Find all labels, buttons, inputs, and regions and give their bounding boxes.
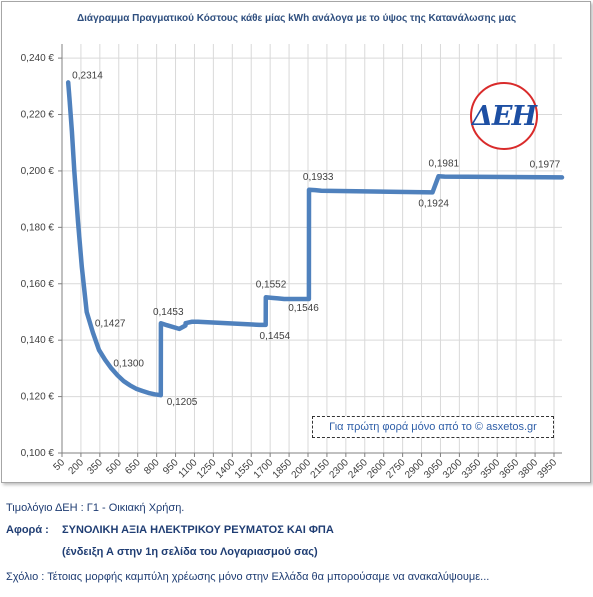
data-label: 0,1454: [260, 331, 291, 342]
x-tick-label: 1700: [252, 457, 276, 481]
data-label: 0,1546: [288, 303, 319, 314]
x-tick-label: 800: [142, 457, 162, 477]
x-tick-label: 2900: [403, 457, 427, 481]
x-tick-label: 350: [85, 457, 105, 477]
data-label: 0,1300: [113, 358, 144, 369]
data-label: 0,1453: [153, 307, 184, 318]
x-tick-label: 1100: [177, 457, 200, 480]
regarding-value: ΣΥΝΟΛΙΚΗ ΑΞΙΑ ΗΛΕΚΤΡΙΚΟΥ ΡΕΥΜΑΤΟΣ ΚΑΙ ΦΠ…: [62, 524, 334, 536]
note-caption: (ένδειξη Α στην 1η σελίδα του Λογαριασμο…: [62, 546, 318, 558]
x-tick-label: 3950: [536, 457, 560, 481]
x-tick-label: 1250: [195, 457, 219, 481]
y-tick-label: 0,100 €: [21, 448, 55, 459]
x-tick-label: 650: [123, 457, 143, 477]
x-tick-label: 3050: [422, 457, 446, 481]
x-tick-label: 3350: [460, 457, 484, 481]
y-tick-label: 0,140 €: [21, 335, 55, 346]
y-tick-label: 0,160 €: [21, 279, 55, 290]
y-tick-label: 0,120 €: [21, 392, 55, 403]
data-label: 0,1427: [95, 319, 126, 330]
logo-text: ΔΕΗ: [471, 100, 537, 132]
data-label: 0,1981: [429, 158, 460, 169]
regarding-caption: Αφορά : ΣΥΝΟΛΙΚΗ ΑΞΙΑ ΗΛΕΚΤΡΙΚΟΥ ΡΕΥΜΑΤΟ…: [6, 524, 334, 536]
x-tick-label: 3200: [441, 457, 465, 481]
x-tick-label: 2450: [346, 457, 370, 481]
x-tick-label: 1400: [214, 457, 238, 481]
chart-title: Διάγραμμα Πραγματικού Κόστους κάθε μίας …: [76, 13, 517, 24]
regarding-label: Αφορά :: [6, 524, 49, 536]
credit-box: Για πρώτη φορά μόνο από το © asxetos.gr: [312, 416, 554, 438]
dei-logo: ΔΕΗ: [470, 82, 538, 150]
x-tick-label: 2750: [384, 457, 408, 481]
x-tick-label: 200: [66, 457, 86, 477]
x-tick-label: 2150: [309, 457, 333, 481]
data-label: 0,1552: [256, 279, 287, 290]
x-tick-label: 2300: [327, 457, 351, 481]
x-tick-label: 50: [51, 457, 67, 473]
x-tick-label: 2600: [365, 457, 389, 481]
comment-caption: Σχόλιο : Τέτοιας μορφής καμπύλη χρέωσης …: [6, 571, 490, 583]
x-tick-label: 500: [104, 457, 124, 477]
chart-frame: [1, 1, 591, 483]
data-label: 0,1205: [167, 397, 198, 408]
y-tick-label: 0,220 €: [21, 110, 55, 121]
data-label: 0,1933: [303, 172, 334, 183]
series-line: [65, 80, 565, 398]
data-label: 0,1977: [530, 159, 561, 170]
x-tick-label: 1550: [233, 457, 257, 481]
tariff-caption: Τιμολόγιο ΔΕΗ : Γ1 - Οικιακή Χρήση.: [6, 502, 185, 514]
y-tick-label: 0,240 €: [21, 53, 55, 64]
data-label: 0,1924: [418, 198, 449, 209]
y-tick-label: 0,200 €: [21, 166, 55, 177]
x-tick-label: 2000: [290, 457, 314, 481]
y-tick-label: 0,180 €: [21, 222, 55, 233]
x-tick-label: 1850: [271, 457, 295, 481]
x-tick-label: 3800: [517, 457, 541, 481]
x-tick-label: 3500: [479, 457, 503, 481]
data-label: 0,2314: [72, 70, 103, 81]
x-tick-label: 3650: [498, 457, 522, 481]
